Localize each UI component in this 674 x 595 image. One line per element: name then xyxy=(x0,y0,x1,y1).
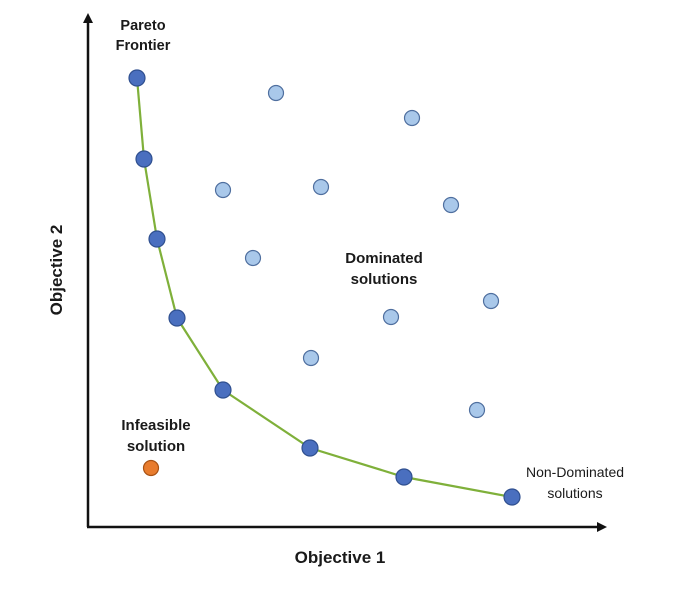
dominated-point xyxy=(214,181,232,199)
frontier-point xyxy=(148,230,166,248)
frontier-point xyxy=(168,309,186,327)
dominated-point xyxy=(403,109,421,127)
dominated-point xyxy=(312,178,330,196)
frontier-point xyxy=(503,488,521,506)
frontier-point xyxy=(135,150,153,168)
dominated-point xyxy=(482,292,500,310)
frontier-point xyxy=(395,468,413,486)
dominated-point xyxy=(302,349,320,367)
dominated-label-line1: Dominated xyxy=(345,250,423,267)
non-dominated-label-line2: solutions xyxy=(547,485,602,501)
pareto-frontier-label-line2: Frontier xyxy=(116,38,171,54)
pareto-frontier-line xyxy=(135,77,513,499)
pareto-frontier-label-line1: Pareto xyxy=(120,18,165,34)
dominated-point xyxy=(468,401,486,419)
dominated-point xyxy=(382,308,400,326)
frontier-point xyxy=(301,439,319,457)
infeasible-label-line1: Infeasible xyxy=(121,417,190,434)
frontier-point xyxy=(128,69,146,87)
dominated-point xyxy=(442,196,460,214)
non-dominated-label-line1: Non-Dominated xyxy=(526,464,624,480)
dominated-point xyxy=(244,249,262,267)
dominated-point xyxy=(267,84,285,102)
dominated-label-line2: solutions xyxy=(351,271,418,288)
infeasible-label-line2: solution xyxy=(127,438,185,455)
frontier-points xyxy=(128,69,521,506)
x-axis-label: Objective 1 xyxy=(295,548,386,567)
dominated-points xyxy=(214,84,500,419)
infeasible-point xyxy=(142,459,160,477)
frontier-point xyxy=(214,381,232,399)
y-axis-label: Objective 2 xyxy=(47,225,66,316)
